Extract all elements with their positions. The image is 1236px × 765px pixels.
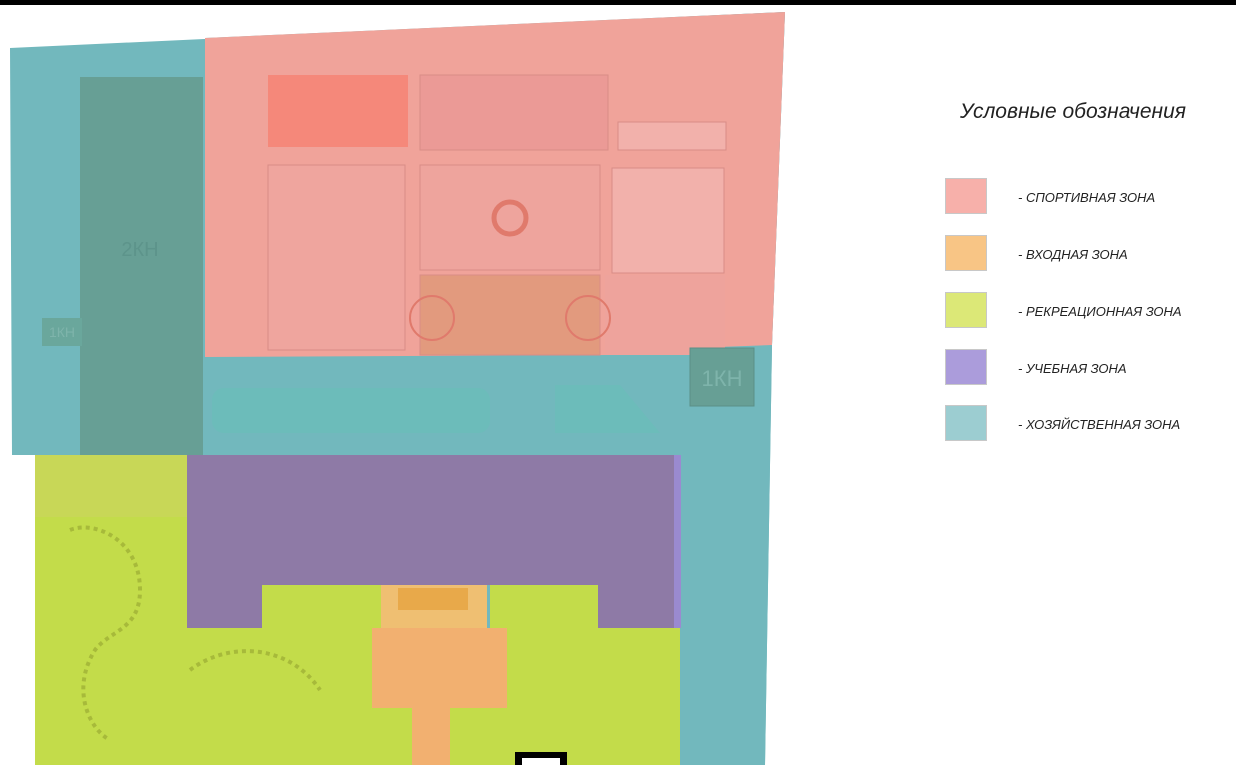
legend-swatch-utility — [945, 405, 987, 441]
building-2kn — [80, 77, 203, 455]
sport-equipment-strip — [617, 121, 727, 151]
recreation-garden-left — [262, 585, 382, 630]
sport-field-3 — [267, 164, 406, 351]
legend-swatch-entrance — [945, 235, 987, 271]
sport-court-2 — [419, 74, 609, 151]
label-1kn-right: 1КН — [702, 366, 743, 391]
legend-title: Условные обозначения — [960, 100, 1186, 123]
recreation-garden-right — [490, 585, 598, 630]
legend-label-sport: - СПОРТИВНАЯ ЗОНА — [1018, 190, 1156, 205]
recreation-path-2 — [188, 649, 322, 692]
recreation-top-strip — [35, 455, 187, 517]
legend-label-utility: - ХОЗЯЙСТВЕННАЯ ЗОНА — [1018, 417, 1181, 432]
legend-label-entrance: - ВХОДНАЯ ЗОНА — [1018, 247, 1128, 262]
sport-field-7 — [605, 275, 725, 355]
basketball-court — [419, 274, 601, 356]
label-1kn-left: 1КН — [49, 324, 75, 340]
parking-strip-1 — [212, 388, 490, 433]
field-center-circle — [491, 199, 529, 237]
legend-swatch-sport — [945, 178, 987, 214]
recreation-path — [69, 525, 143, 742]
education-edge — [674, 455, 681, 628]
sport-field-4 — [419, 164, 601, 271]
building-1kn-left — [42, 318, 82, 346]
legend-swatch-recreation — [945, 292, 987, 328]
recreation-zone — [35, 455, 680, 765]
legend-label-recreation: - РЕКРЕАЦИОННАЯ ЗОНА — [1018, 304, 1182, 319]
gate-marker-inner — [522, 758, 560, 765]
entrance-porch — [398, 588, 468, 610]
education-zone — [187, 455, 680, 628]
building-1kn-right — [689, 347, 755, 407]
legend-swatch-education — [945, 349, 987, 385]
top-border — [0, 0, 1236, 5]
sport-field-6 — [611, 167, 725, 274]
entrance-walkway — [412, 705, 450, 765]
basketball-circle-right — [565, 295, 611, 341]
parking-strip-2 — [555, 385, 660, 433]
entrance-plaza — [372, 628, 507, 708]
sport-court-1 — [268, 75, 408, 147]
basketball-circle-left — [409, 295, 455, 341]
legend-label-education: - УЧЕБНАЯ ЗОНА — [1018, 361, 1127, 376]
label-2kn: 2КН — [121, 239, 158, 261]
